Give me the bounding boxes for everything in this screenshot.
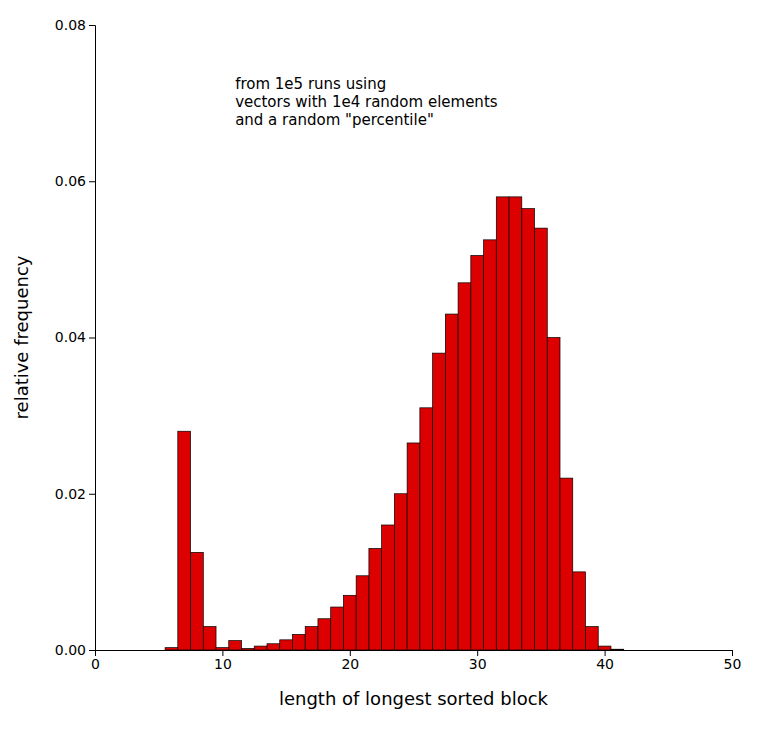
tick-label: 20: [341, 656, 359, 672]
tick-label: 50: [724, 656, 742, 672]
bar: [382, 525, 395, 650]
bar: [649, 650, 662, 651]
tick: 0.06: [55, 173, 95, 189]
bar: [292, 634, 305, 650]
annotation: from 1e5 runs usingvectors with 1e4 rand…: [235, 75, 498, 129]
bar: [420, 408, 433, 650]
bar: [101, 650, 114, 651]
bar: [611, 649, 624, 650]
y-axis-title: relative frequency: [11, 255, 32, 419]
tick-label: 30: [469, 656, 487, 672]
tick-label: 0.00: [55, 642, 86, 658]
bars: [165, 197, 624, 650]
bar: [229, 641, 242, 650]
annotation-line: and a random "percentile": [235, 111, 434, 129]
tick-mark: [89, 494, 95, 495]
bar: [216, 648, 229, 650]
bar: [675, 650, 688, 651]
bar: [585, 627, 598, 650]
bar: [318, 619, 331, 650]
bar: [560, 478, 573, 650]
bar: [242, 648, 255, 650]
bar: [267, 644, 280, 650]
bar: [484, 240, 497, 650]
axis-line: [89, 26, 96, 651]
tick-label: 0.02: [55, 486, 86, 502]
bar: [394, 494, 407, 650]
annotation-line: vectors with 1e4 random elements: [235, 93, 498, 111]
bar: [662, 650, 675, 651]
tick-label: 0.08: [55, 17, 86, 33]
chart: 0 10 20 30 40 50 0.00 0.02 0.04 0.06 0.08 length of…: [0, 0, 762, 730]
bar: [509, 197, 522, 650]
tick-mark: [89, 650, 95, 651]
bar: [305, 627, 318, 650]
bar: [471, 255, 484, 650]
x-axis-title: length of longest sorted block: [279, 688, 549, 709]
bar: [496, 197, 509, 650]
bar: [636, 650, 649, 651]
bar: [331, 607, 344, 650]
bar: [152, 650, 165, 651]
bar: [433, 353, 446, 650]
bar: [573, 572, 586, 650]
bar: [445, 314, 458, 650]
tick-mark: [89, 338, 95, 339]
bar: [547, 338, 560, 651]
tick-label: 40: [596, 656, 614, 672]
tick: 0.08: [55, 17, 95, 33]
tick-label: 0.04: [55, 329, 86, 345]
bar: [369, 548, 382, 650]
bar: [624, 650, 637, 651]
bar: [458, 283, 471, 650]
tick-label: 10: [214, 656, 232, 672]
tick: 0.00: [55, 642, 95, 658]
plot-area: 0 10 20 30 40 50 0.00 0.02 0.04 0.06 0.08: [55, 17, 742, 672]
bar: [687, 650, 700, 651]
tick-label: 0: [91, 656, 100, 672]
annotation-line: from 1e5 runs using: [235, 75, 386, 93]
axis-line: [96, 651, 733, 657]
bar: [203, 627, 216, 650]
tick: 50: [724, 650, 742, 672]
bar: [127, 650, 140, 651]
bar: [178, 431, 191, 650]
bar: [726, 650, 732, 651]
y-axis: 0.00 0.02 0.04 0.06 0.08: [55, 17, 96, 658]
bar: [535, 228, 548, 650]
bar: [407, 443, 420, 650]
bar: [598, 646, 611, 650]
x-axis: 0 10 20 30 40 50: [91, 650, 741, 672]
bar: [700, 650, 713, 651]
tick-label: 0.06: [55, 173, 86, 189]
tick-mark: [89, 25, 95, 26]
bar: [356, 576, 369, 650]
tick: 0.02: [55, 486, 95, 502]
bar: [522, 209, 535, 650]
bar: [254, 646, 267, 650]
bar: [713, 650, 726, 651]
bar: [114, 650, 127, 651]
tick: 30: [469, 650, 487, 672]
bar: [280, 640, 293, 650]
tick-mark: [89, 181, 95, 182]
bar: [343, 595, 356, 650]
tick: 40: [596, 650, 614, 672]
bar: [165, 648, 178, 650]
bar: [140, 650, 153, 651]
tick: 10: [214, 650, 232, 672]
tick: 20: [341, 650, 359, 672]
tick: 0: [91, 650, 100, 672]
bar: [191, 552, 204, 650]
tick: 0.04: [55, 329, 95, 345]
